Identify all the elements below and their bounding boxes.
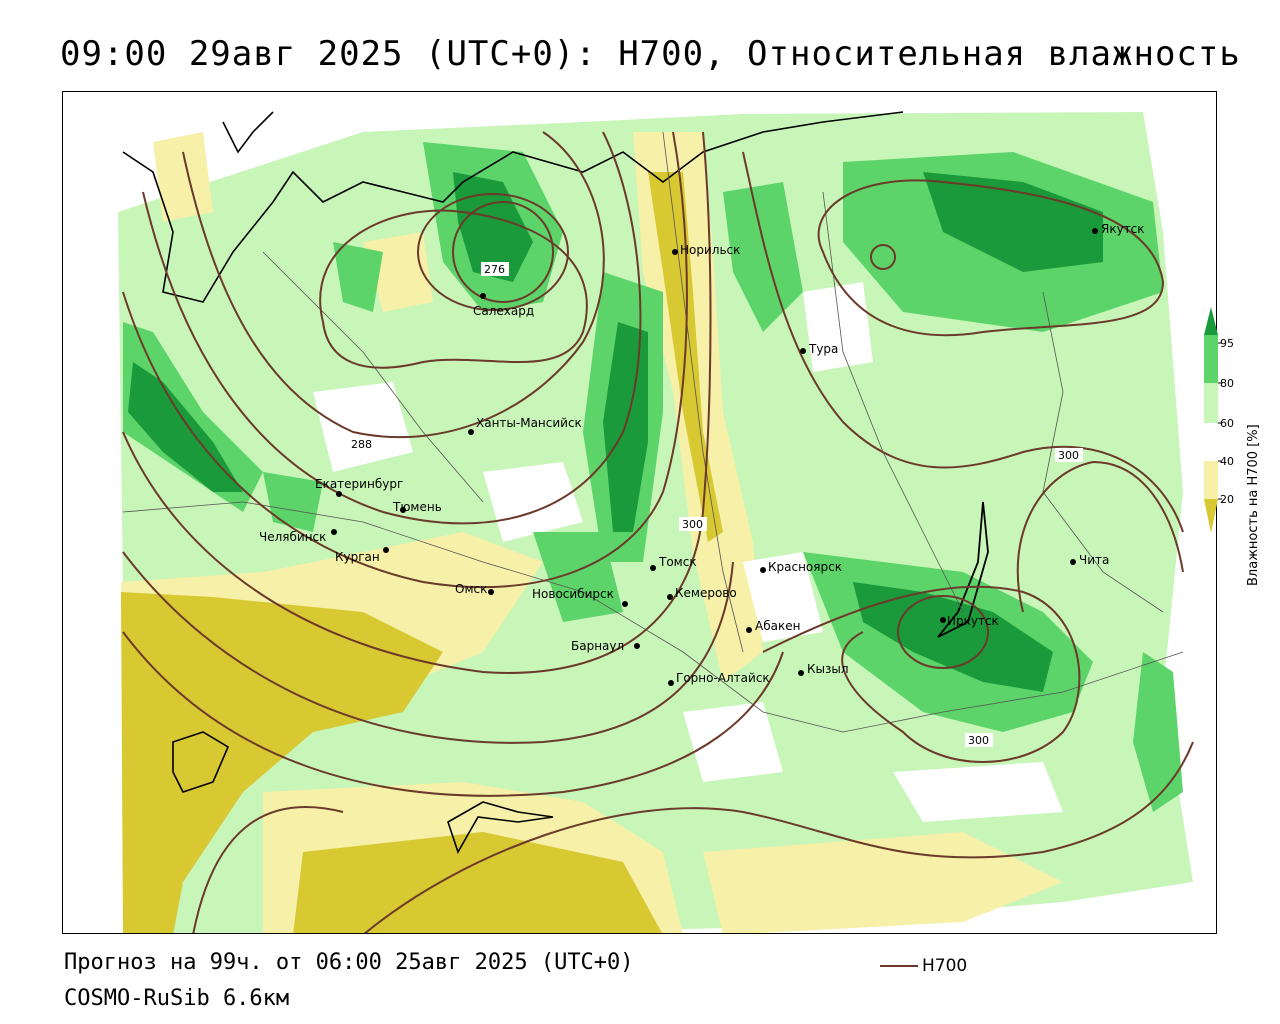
city-yakutsk[interactable]: Якутск <box>1092 222 1145 236</box>
legend-swatch-20-40 <box>1204 461 1218 499</box>
city-chita[interactable]: Чита <box>1070 553 1109 567</box>
legend-tick-20: 20 <box>1220 493 1234 506</box>
city-omsk[interactable]: Омск <box>455 582 494 596</box>
city-salekhard[interactable]: Салехард <box>473 293 534 318</box>
legend-very-wet-tip <box>1204 307 1218 335</box>
svg-text:Омск: Омск <box>455 582 487 596</box>
city-tomsk[interactable]: Томск <box>650 555 697 571</box>
map-panel[interactable]: 276 288 300 300 300 Салехард Норильск <box>62 91 1217 934</box>
svg-text:Якутск: Якутск <box>1101 222 1145 236</box>
model-name: COSMO-RuSib 6.6км <box>64 986 290 1011</box>
svg-text:Норильск: Норильск <box>680 243 740 257</box>
svg-text:288: 288 <box>351 438 372 451</box>
legend-tick-95: 95 <box>1220 337 1234 350</box>
svg-text:Тура: Тура <box>808 342 838 356</box>
svg-text:Курган: Курган <box>335 550 380 564</box>
svg-text:300: 300 <box>968 734 989 747</box>
legend-tick-60: 60 <box>1220 417 1234 430</box>
legend-swatch-40-60 <box>1204 423 1218 461</box>
city-ekaterinburg[interactable]: Екатеринбург <box>315 477 403 497</box>
contour-label-276: 276 <box>481 262 509 276</box>
city-tyumen[interactable]: Тюмень <box>392 500 442 514</box>
city-kemerovo[interactable]: Кемерово <box>667 586 737 600</box>
svg-text:300: 300 <box>1058 449 1079 462</box>
city-kurgan[interactable]: Курган <box>335 547 389 564</box>
contour-line-swatch <box>880 965 918 967</box>
svg-text:Екатеринбург: Екатеринбург <box>315 477 403 491</box>
city-krasnoyarsk[interactable]: Красноярск <box>760 560 842 574</box>
city-novosibirsk[interactable]: Новосибирск <box>532 587 628 607</box>
contour-label-300-a: 300 <box>679 517 707 531</box>
city-tura[interactable]: Тура <box>800 342 838 356</box>
city-abakan[interactable]: Абакен <box>746 619 800 633</box>
contour-series-key: H700 <box>880 956 967 976</box>
city-irkutsk[interactable]: Иркутск <box>940 614 999 628</box>
legend-very-dry-tip <box>1204 499 1218 533</box>
svg-text:Тюмень: Тюмень <box>392 500 442 514</box>
contour-label-300-c: 300 <box>965 733 993 747</box>
svg-text:Чита: Чита <box>1079 553 1109 567</box>
legend-tick-80: 80 <box>1220 377 1234 390</box>
svg-text:Абакен: Абакен <box>755 619 800 633</box>
humidity-legend: 95 80 60 40 20 <box>1200 305 1280 545</box>
svg-text:Кемерово: Кемерово <box>675 586 737 600</box>
svg-text:Красноярск: Красноярск <box>768 560 842 574</box>
map-title: 09:00 29авг 2025 (UTC+0): H700, Относите… <box>60 34 1241 74</box>
svg-text:Челябинск: Челябинск <box>259 530 326 544</box>
svg-text:Горно-Алтайск: Горно-Алтайск <box>676 671 770 685</box>
legend-swatch-60-80 <box>1204 383 1218 423</box>
humidity-map: 276 288 300 300 300 Салехард Норильск <box>63 92 1216 933</box>
city-gorno-altaysk[interactable]: Горно-Алтайск <box>668 671 770 686</box>
city-chelyabinsk[interactable]: Челябинск <box>259 529 337 544</box>
legend-swatch-80-95 <box>1204 335 1218 383</box>
city-barnaul[interactable]: Барнаул <box>571 639 640 653</box>
svg-text:Томск: Томск <box>658 555 697 569</box>
svg-text:Салехард: Салехард <box>473 304 534 318</box>
svg-text:Кызыл: Кызыл <box>807 662 849 676</box>
contour-label-288: 288 <box>348 437 376 451</box>
contour-series-label: H700 <box>922 956 968 976</box>
city-kyzyl[interactable]: Кызыл <box>798 662 849 676</box>
svg-text:276: 276 <box>484 263 505 276</box>
legend-tick-40: 40 <box>1220 455 1234 468</box>
forecast-info: Прогноз на 99ч. от 06:00 25авг 2025 (UTC… <box>64 950 634 975</box>
svg-text:Барнаул: Барнаул <box>571 639 624 653</box>
contour-label-300-b: 300 <box>1055 448 1083 462</box>
svg-text:300: 300 <box>682 518 703 531</box>
city-khanty-mansiysk[interactable]: Ханты-Мансийск <box>468 416 582 435</box>
city-norilsk[interactable]: Норильск <box>672 243 740 257</box>
legend-title: Влажность на H700 [%] <box>1246 424 1261 586</box>
svg-text:Новосибирск: Новосибирск <box>532 587 614 601</box>
svg-text:Иркутск: Иркутск <box>947 614 999 628</box>
svg-text:Ханты-Мансийск: Ханты-Мансийск <box>476 416 582 430</box>
